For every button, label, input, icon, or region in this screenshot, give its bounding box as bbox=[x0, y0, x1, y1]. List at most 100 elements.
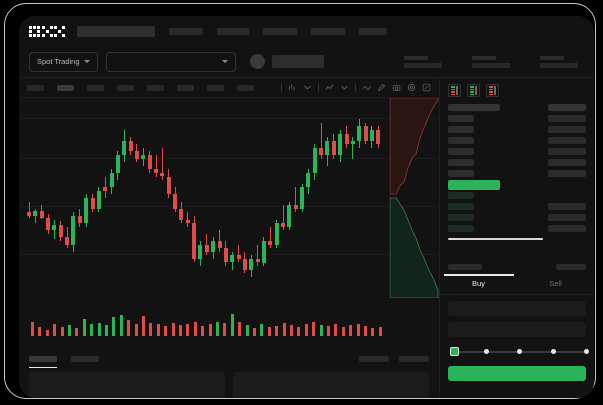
chevron-down-icon[interactable] bbox=[303, 83, 312, 92]
tab-buy[interactable]: Buy bbox=[472, 279, 485, 288]
timeframe-5[interactable] bbox=[147, 84, 164, 91]
tab-order-history[interactable] bbox=[71, 356, 99, 362]
timeframe-8[interactable] bbox=[237, 84, 254, 91]
order-type-select[interactable] bbox=[448, 264, 482, 270]
active-tab-underline bbox=[444, 274, 514, 276]
orderbook-ask-row[interactable] bbox=[448, 135, 586, 146]
logo-glyph-k bbox=[41, 25, 53, 37]
trading-mode-select[interactable]: Spot Trading bbox=[29, 51, 98, 72]
pair-select[interactable] bbox=[105, 51, 236, 72]
order-price-field[interactable] bbox=[448, 301, 586, 316]
pencil-icon[interactable] bbox=[377, 83, 386, 92]
order-amount-field[interactable] bbox=[448, 322, 586, 337]
timeframe-2[interactable] bbox=[57, 84, 74, 91]
order-form-header bbox=[440, 264, 594, 274]
divider bbox=[281, 83, 282, 92]
orderbook-ask-row[interactable] bbox=[448, 113, 586, 124]
stat-24h-volume bbox=[540, 55, 578, 68]
orderbook-view-modes bbox=[440, 78, 594, 102]
timeframe-1[interactable] bbox=[27, 84, 44, 91]
ob-size bbox=[548, 159, 586, 166]
volume-bar bbox=[371, 328, 375, 336]
orderbook-header-row[interactable] bbox=[448, 102, 586, 113]
nav-item-4[interactable] bbox=[311, 27, 345, 35]
timeframe-7[interactable] bbox=[207, 84, 224, 91]
volume-bar bbox=[82, 319, 86, 336]
volume-bar bbox=[260, 324, 264, 336]
orderbook-bids-icon[interactable] bbox=[467, 84, 480, 97]
app-header bbox=[19, 16, 594, 46]
ob-size bbox=[548, 170, 586, 177]
volume-bar bbox=[290, 325, 293, 336]
volume-bar bbox=[127, 320, 131, 336]
orderbook-ask-row[interactable] bbox=[448, 157, 586, 168]
tab-sell[interactable]: Sell bbox=[549, 279, 562, 288]
volume-bar bbox=[90, 324, 94, 336]
nav-item-1[interactable] bbox=[169, 27, 203, 35]
nav-item-3[interactable] bbox=[263, 27, 297, 35]
timeframe-6[interactable] bbox=[177, 84, 194, 91]
orderbook-bid-row[interactable] bbox=[448, 190, 586, 201]
fullscreen-icon[interactable] bbox=[422, 83, 431, 92]
orderbook-bid-row[interactable] bbox=[448, 223, 586, 234]
orderbook-ask-row[interactable] bbox=[448, 146, 586, 157]
nav-item-5[interactable] bbox=[359, 27, 387, 35]
okx-logo[interactable] bbox=[29, 25, 65, 37]
slider-handle[interactable] bbox=[450, 347, 459, 356]
order-amount-slider[interactable] bbox=[450, 347, 589, 357]
market-subheader: Spot Trading bbox=[19, 46, 594, 78]
orderbook-both-icon[interactable] bbox=[448, 84, 461, 97]
timeframe-4[interactable] bbox=[117, 84, 134, 91]
nav-item-2[interactable] bbox=[217, 27, 249, 35]
chevron-down-icon bbox=[221, 60, 228, 63]
volume-bar bbox=[201, 326, 205, 336]
volume-bar bbox=[312, 322, 316, 336]
indicators-icon[interactable] bbox=[325, 83, 334, 92]
slider-step-dot[interactable] bbox=[517, 348, 522, 354]
ob-price bbox=[448, 148, 474, 155]
logo-glyph-o bbox=[29, 25, 40, 37]
price-chart[interactable] bbox=[19, 98, 439, 298]
bottom-action-1[interactable] bbox=[359, 356, 389, 362]
trendline-icon[interactable] bbox=[362, 83, 371, 92]
last-price-block bbox=[249, 54, 324, 69]
orderbook-ask-row[interactable] bbox=[448, 124, 586, 135]
chevron-down-icon[interactable] bbox=[340, 83, 349, 92]
ob-size bbox=[548, 214, 586, 221]
volume-bar bbox=[245, 325, 249, 336]
volume-bar bbox=[134, 324, 138, 336]
volume-bar bbox=[38, 327, 42, 336]
volume-bar bbox=[31, 322, 34, 336]
orderbook-bid-row[interactable] bbox=[448, 201, 586, 212]
slider-step-dot[interactable] bbox=[483, 348, 489, 354]
orderbook-scrollbar[interactable] bbox=[448, 238, 544, 240]
orderbook-bid-row[interactable] bbox=[448, 212, 586, 223]
chart-gridlines bbox=[19, 98, 439, 298]
volume-bar bbox=[45, 330, 49, 336]
slider-step-dot[interactable] bbox=[550, 348, 556, 354]
submit-buy-button[interactable] bbox=[448, 366, 586, 381]
timeframe-3[interactable] bbox=[87, 84, 104, 91]
tab-open-orders[interactable] bbox=[29, 356, 57, 368]
settings-icon[interactable] bbox=[407, 83, 416, 92]
orderbook-ask-row[interactable] bbox=[448, 168, 586, 179]
orderbook-rows[interactable] bbox=[440, 102, 594, 234]
slider-step-dot[interactable] bbox=[584, 348, 589, 354]
camera-icon[interactable] bbox=[392, 83, 401, 92]
chart-toolbar bbox=[19, 78, 439, 98]
depth-chart-overlay bbox=[389, 98, 439, 298]
ob-price bbox=[448, 203, 474, 210]
volume-bar bbox=[378, 327, 382, 336]
volume-bar bbox=[334, 324, 338, 336]
gridline bbox=[19, 158, 439, 159]
search-input[interactable] bbox=[77, 25, 155, 37]
orderbook-spread-row[interactable] bbox=[448, 179, 586, 190]
volume-bar bbox=[156, 324, 160, 336]
orderbook-asks-icon[interactable] bbox=[486, 84, 499, 97]
volume-chart bbox=[19, 298, 439, 346]
bottom-action-2[interactable] bbox=[399, 356, 429, 362]
volume-bar bbox=[179, 325, 182, 336]
last-price-value bbox=[271, 55, 324, 68]
chart-type-icon[interactable] bbox=[288, 83, 297, 92]
chart-tools bbox=[281, 83, 431, 92]
